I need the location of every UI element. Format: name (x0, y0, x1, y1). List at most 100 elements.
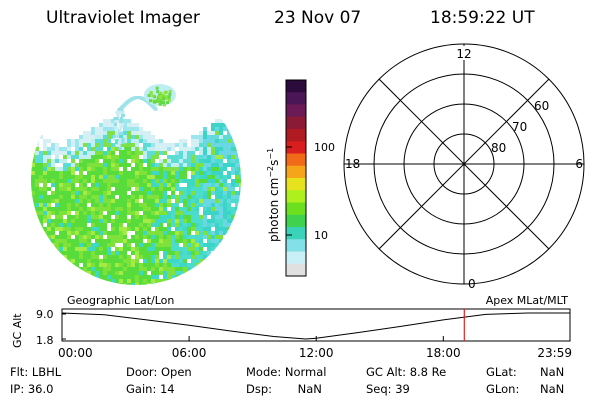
uv-pixel (91, 255, 95, 259)
uv-pixel (95, 155, 99, 159)
uv-pixel (131, 219, 135, 223)
uv-pixel (115, 211, 119, 215)
uv-pixel (215, 135, 219, 139)
uv-pixel (219, 279, 223, 283)
uv-pixel (227, 231, 231, 235)
uv-pixel (191, 279, 195, 283)
uv-pixel (47, 187, 51, 191)
uv-pixel (131, 151, 135, 155)
uv-pixel (35, 283, 39, 285)
uv-pixel (87, 215, 91, 219)
uv-pixel (175, 183, 179, 187)
uv-pixel (75, 199, 79, 203)
x-tick-label: 12:00 (299, 346, 334, 360)
uv-pixel (219, 147, 223, 151)
uv-pixel (103, 227, 107, 231)
uv-pixel (191, 199, 195, 203)
uv-pixel (191, 175, 195, 179)
uv-pixel (223, 259, 227, 263)
uv-pixel (227, 219, 231, 223)
uv-pixel (143, 139, 147, 143)
mode-info: Mode: Normal (246, 365, 327, 379)
uv-pixel (79, 199, 83, 203)
uv-pixel (67, 199, 71, 203)
uv-pixel (83, 227, 87, 231)
uv-pixel (191, 135, 195, 139)
uv-pixel (171, 187, 175, 191)
uv-pixel (99, 151, 103, 155)
uv-pixel (31, 279, 35, 283)
uv-pixel (163, 199, 167, 203)
uv-pixel (151, 283, 155, 285)
uv-pixel (75, 247, 79, 251)
uv-pixel (195, 239, 199, 243)
uv-pixel (107, 199, 111, 203)
uv-pixel (155, 271, 159, 275)
uv-pixel (131, 131, 135, 135)
uv-pixel (71, 187, 75, 191)
uv-pixel (147, 215, 151, 219)
uv-pixel (39, 263, 43, 267)
uv-pixel (147, 147, 151, 151)
uv-pixel (139, 239, 143, 243)
uv-pixel (123, 215, 127, 219)
uv-pixel (163, 227, 167, 231)
uv-pixel (171, 175, 175, 179)
uv-pixel (39, 175, 43, 179)
uv-pixel (235, 231, 239, 235)
uv-pixel (199, 271, 203, 275)
uv-pixel (67, 203, 71, 207)
uv-pixel (151, 195, 155, 199)
uv-pixel (111, 263, 115, 267)
uv-pixel (87, 175, 91, 179)
uv-pixel (115, 283, 119, 285)
uv-pixel (71, 239, 75, 243)
uv-pixel (95, 171, 99, 175)
uv-pixel (151, 219, 155, 223)
uv-pixel (159, 179, 163, 183)
uv-pixel (39, 215, 43, 219)
uv-pixel (79, 171, 83, 175)
uv-pixel (135, 175, 139, 179)
uv-pixel (47, 239, 51, 243)
uv-pixel (219, 215, 223, 219)
uv-pixel (131, 155, 135, 159)
uv-pixel (121, 138, 125, 141)
uv-pixel (175, 275, 179, 279)
uv-pixel (155, 227, 159, 231)
uv-pixel (120, 117, 123, 120)
uv-pixel (51, 211, 55, 215)
uv-pixel (107, 191, 111, 195)
uv-pixel (99, 123, 103, 127)
uv-pixel (231, 263, 235, 267)
uv-pixel (131, 259, 135, 263)
uv-pixel (55, 147, 59, 151)
uv-pixel (35, 243, 39, 247)
uv-pixel (219, 135, 223, 139)
uv-pixel (103, 123, 107, 127)
uv-pixel (239, 243, 241, 247)
uv-pixel (83, 199, 87, 203)
uv-pixel (211, 123, 215, 127)
uv-pixel (143, 251, 147, 255)
uv-pixel (83, 203, 87, 207)
uv-pixel (155, 163, 159, 167)
uv-pixel (171, 275, 175, 279)
uv-pixel (47, 175, 51, 179)
uv-pixel (79, 155, 83, 159)
uv-pixel (203, 171, 207, 175)
uv-pixel (67, 271, 71, 275)
uv-pixel (59, 223, 63, 227)
uv-pixel (235, 131, 239, 135)
uv-pixel (155, 195, 159, 199)
uv-pixel (191, 259, 195, 263)
uv-pixel (147, 159, 151, 163)
uv-pixel (207, 191, 211, 195)
uv-pixel (183, 187, 187, 191)
uv-pixel (235, 183, 239, 187)
uv-pixel (115, 199, 119, 203)
uv-pixel (79, 159, 83, 163)
uv-pixel (87, 283, 91, 285)
uv-pixel (151, 199, 155, 203)
uv-pixel (143, 175, 147, 179)
